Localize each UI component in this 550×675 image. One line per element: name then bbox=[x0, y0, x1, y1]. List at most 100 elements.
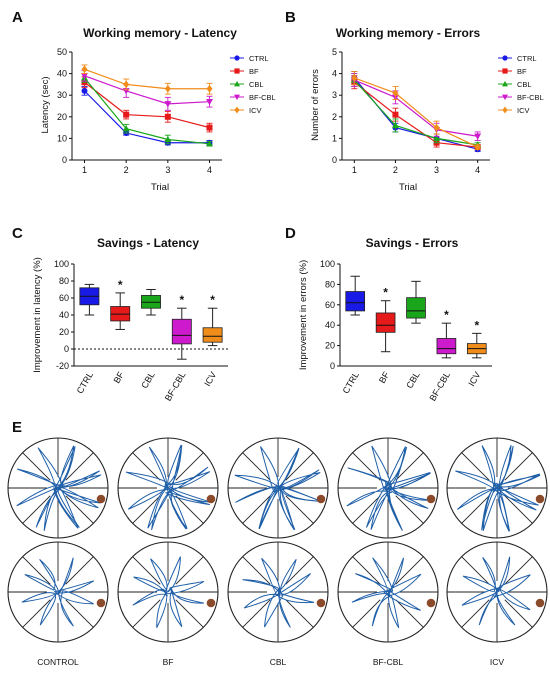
data-point bbox=[122, 125, 130, 132]
axes: 0 1 2 3 4 5 1 2 3 4 bbox=[332, 47, 490, 175]
series-line bbox=[353, 81, 478, 148]
series-line bbox=[354, 79, 478, 137]
data-point bbox=[392, 111, 399, 118]
animal-track bbox=[346, 445, 432, 531]
y-tick-label: 20 bbox=[57, 112, 67, 122]
data-point bbox=[81, 73, 88, 80]
food-pellet bbox=[96, 598, 106, 608]
series-line bbox=[354, 77, 478, 148]
animal-track bbox=[242, 557, 315, 628]
legend-label: BF bbox=[517, 67, 527, 76]
y-tick-label: 80 bbox=[59, 276, 69, 286]
y-tick-label: 10 bbox=[57, 133, 67, 143]
legend-icv: ICV bbox=[498, 106, 530, 115]
legend-label: CTRL bbox=[249, 54, 269, 63]
series-bf bbox=[81, 76, 213, 133]
panel-letter-d: D bbox=[285, 225, 296, 242]
data-point bbox=[81, 87, 88, 94]
chart-c: -20 0 20 40 60 80 100 CTRL * BF CBL * BF-CBL * ICV bbox=[54, 259, 228, 403]
box-icv: * ICV bbox=[202, 293, 223, 388]
box-icv: * ICV bbox=[466, 318, 487, 388]
significance-star: * bbox=[383, 286, 388, 300]
data-point bbox=[474, 133, 482, 140]
y-tick-label: 40 bbox=[59, 310, 69, 320]
x-tick-label: 2 bbox=[393, 165, 398, 175]
series-line bbox=[84, 77, 210, 145]
food-pellet bbox=[206, 494, 216, 504]
box-body bbox=[202, 327, 223, 343]
legend-bf: BF bbox=[230, 67, 259, 76]
animal-track bbox=[455, 445, 541, 532]
box-body bbox=[345, 291, 366, 312]
box-ctrl: CTRL bbox=[341, 275, 366, 395]
legend-marker bbox=[234, 55, 240, 61]
category-label: BF bbox=[112, 370, 127, 385]
x-tick-label: 3 bbox=[434, 165, 439, 175]
category-label: ICV bbox=[202, 370, 218, 388]
x-tick-label: 4 bbox=[475, 165, 480, 175]
data-point bbox=[433, 123, 440, 132]
series-line bbox=[84, 81, 210, 129]
series-icv bbox=[81, 64, 213, 95]
series-icv bbox=[351, 70, 481, 151]
panel-letter-b: B bbox=[285, 9, 296, 26]
significance-star: * bbox=[210, 293, 215, 307]
box-body bbox=[375, 312, 396, 333]
animal-track bbox=[21, 557, 95, 627]
legend-marker bbox=[234, 80, 240, 87]
maze-label-bf: BF bbox=[163, 657, 174, 667]
panel-d-title: Savings - Errors bbox=[366, 236, 459, 250]
axes: 0 20 40 60 80 100 bbox=[320, 259, 492, 371]
animal-track bbox=[125, 444, 211, 531]
y-tick-label: -20 bbox=[56, 361, 69, 371]
box-cbl: CBL bbox=[139, 289, 161, 390]
data-point bbox=[164, 135, 172, 143]
legend-marker bbox=[502, 55, 508, 61]
animal-track bbox=[461, 556, 531, 626]
x-tick-label: 4 bbox=[207, 165, 212, 175]
data-point bbox=[474, 143, 481, 151]
x-tick-label: 1 bbox=[352, 165, 357, 175]
y-tick-label: 40 bbox=[57, 69, 67, 79]
data-point bbox=[164, 101, 172, 108]
panel-e: E CONTROL BF CBL BF-CBL ICV bbox=[7, 419, 548, 667]
category-label: BF bbox=[377, 370, 392, 385]
box-bf-cbl: * BF-CBL bbox=[427, 308, 457, 403]
y-tick-label: 4 bbox=[332, 69, 337, 79]
data-point bbox=[351, 74, 358, 82]
panel-letter-c: C bbox=[12, 225, 23, 242]
y-tick-label: 30 bbox=[57, 90, 67, 100]
maze-bf-cbl-2 bbox=[337, 541, 439, 643]
axes: -20 0 20 40 60 80 100 bbox=[54, 259, 228, 371]
panel-b: B Working memory - Errors Trial Number o… bbox=[285, 9, 544, 193]
box-body bbox=[406, 297, 426, 319]
box-bf: * BF bbox=[375, 286, 396, 385]
panel-b-xlabel: Trial bbox=[399, 182, 417, 193]
maze-grid: CONTROL BF CBL BF-CBL ICV bbox=[7, 437, 548, 667]
food-pellet bbox=[535, 494, 545, 504]
legend-bf-cbl: BF-CBL bbox=[230, 93, 276, 102]
animal-track bbox=[16, 445, 102, 531]
category-label: CTRL bbox=[75, 370, 95, 395]
panel-d-ylabel: Improvement in errors (%) bbox=[298, 260, 309, 370]
maze-label-bf-cbl: BF-CBL bbox=[373, 657, 404, 667]
y-tick-label: 5 bbox=[332, 47, 337, 57]
significance-star: * bbox=[179, 293, 184, 307]
legend-marker bbox=[502, 80, 508, 87]
y-tick-label: 0 bbox=[62, 155, 67, 165]
chart-d: 0 20 40 60 80 100 CTRL * BF CBL * BF-CBL * ICV bbox=[320, 259, 492, 403]
data-point bbox=[433, 134, 441, 142]
legend-marker bbox=[502, 94, 508, 101]
y-tick-label: 100 bbox=[320, 259, 335, 269]
x-tick-label: 3 bbox=[165, 165, 170, 175]
panel-a: A Working memory - Latency Trial Latency… bbox=[12, 9, 276, 193]
maze-bf-cbl-1 bbox=[337, 437, 439, 539]
maze-label-icv: ICV bbox=[490, 657, 505, 667]
series-bf-cbl bbox=[81, 69, 213, 111]
data-point bbox=[164, 84, 171, 93]
y-tick-label: 3 bbox=[332, 90, 337, 100]
category-label: CBL bbox=[139, 370, 156, 390]
panel-d: D Savings - Errors Improvement in errors… bbox=[285, 225, 492, 403]
y-tick-label: 80 bbox=[325, 279, 335, 289]
legend-label: BF-CBL bbox=[517, 93, 544, 102]
